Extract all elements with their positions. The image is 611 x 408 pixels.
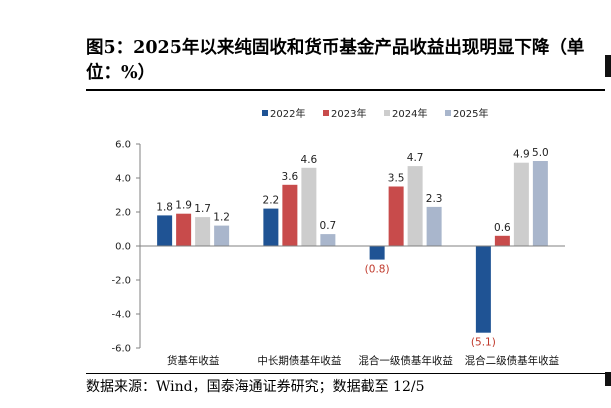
bar: [157, 215, 173, 246]
legend-swatch: [323, 110, 329, 116]
bar: [263, 208, 279, 246]
legend-label: 2024年: [392, 107, 427, 120]
side-edge-mark: [605, 372, 611, 386]
bar: [176, 213, 192, 246]
bar-value-label: (0.8): [365, 264, 390, 276]
source-note: 数据来源：Wind，国泰海通证券研究；数据截至 12/5: [86, 379, 425, 395]
bar-value-label: 3.5: [388, 173, 405, 185]
bar-value-label: 2.3: [426, 193, 443, 205]
bar: [513, 162, 529, 246]
bar-value-label: 4.9: [513, 149, 530, 161]
bar-value-label: 1.7: [194, 203, 211, 215]
data-labels: 1.8 1.9 1.71.2 2.23.64.6 0.7 (0.8) 3.54.7 2.3 (5…: [156, 147, 548, 349]
x-category-label: 混合二级债基年收益: [465, 354, 560, 367]
legend-swatch: [262, 110, 268, 116]
x-axis: 货基年收益 中长期债基年收益 混合一级债基年收益 混合二级债基年收益: [140, 245, 565, 367]
bar-value-label: 1.8: [156, 201, 173, 213]
bar: [426, 206, 442, 246]
bar: [532, 161, 548, 246]
legend-swatch: [384, 110, 390, 116]
bar-value-label: 1.2: [213, 212, 230, 224]
legend-label: 2025年: [453, 107, 488, 120]
y-tick-label: -4.0: [111, 310, 131, 321]
bar: [320, 234, 336, 246]
bar: [195, 217, 211, 246]
side-edge-mark: [605, 55, 611, 77]
y-tick-label: 2.0: [115, 208, 131, 219]
bar: [494, 235, 510, 246]
y-tick-label: -6.0: [111, 344, 131, 355]
footer-divider: [86, 373, 605, 374]
bar: [407, 166, 423, 246]
x-category-label: 混合一级债基年收益: [358, 354, 453, 367]
bar-value-label: (5.1): [471, 337, 496, 349]
legend-swatch: [445, 110, 451, 116]
y-axis: 6.0 4.0 2.0 0.0 -2.0 -4.0 -6.0: [111, 140, 141, 355]
bar: [369, 246, 385, 260]
bar-value-label: 4.7: [407, 152, 424, 164]
bar-value-label: 0.7: [320, 220, 337, 232]
x-category-label: 中长期债基年收益: [257, 354, 341, 367]
bar: [475, 246, 491, 333]
bar: [282, 184, 298, 246]
y-tick-label: 0.0: [115, 242, 131, 253]
title-divider: [86, 89, 605, 91]
bar-value-label: 1.9: [175, 200, 192, 212]
bar-value-label: 2.2: [263, 195, 280, 207]
figure-title: 图5：2025年以来纯固收和货币基金产品收益出现明显下降（单位：%）: [86, 38, 585, 83]
bar: [301, 167, 317, 246]
bars: [157, 161, 548, 333]
y-tick-label: 6.0: [115, 140, 131, 151]
legend-label: 2022年: [270, 107, 305, 120]
bar-value-label: 3.6: [282, 171, 299, 183]
legend-label: 2023年: [331, 107, 366, 120]
bar-value-label: 5.0: [532, 147, 549, 159]
bar-value-label: 4.6: [301, 154, 318, 166]
legend: 2022年 2023年 2024年 2025年: [262, 107, 488, 120]
x-category-label: 货基年收益: [167, 354, 220, 367]
bar-value-label: 0.6: [494, 222, 511, 234]
y-tick-label: 4.0: [115, 174, 131, 185]
y-tick-label: -2.0: [111, 276, 131, 287]
bar: [214, 225, 230, 246]
bar: [388, 186, 404, 246]
